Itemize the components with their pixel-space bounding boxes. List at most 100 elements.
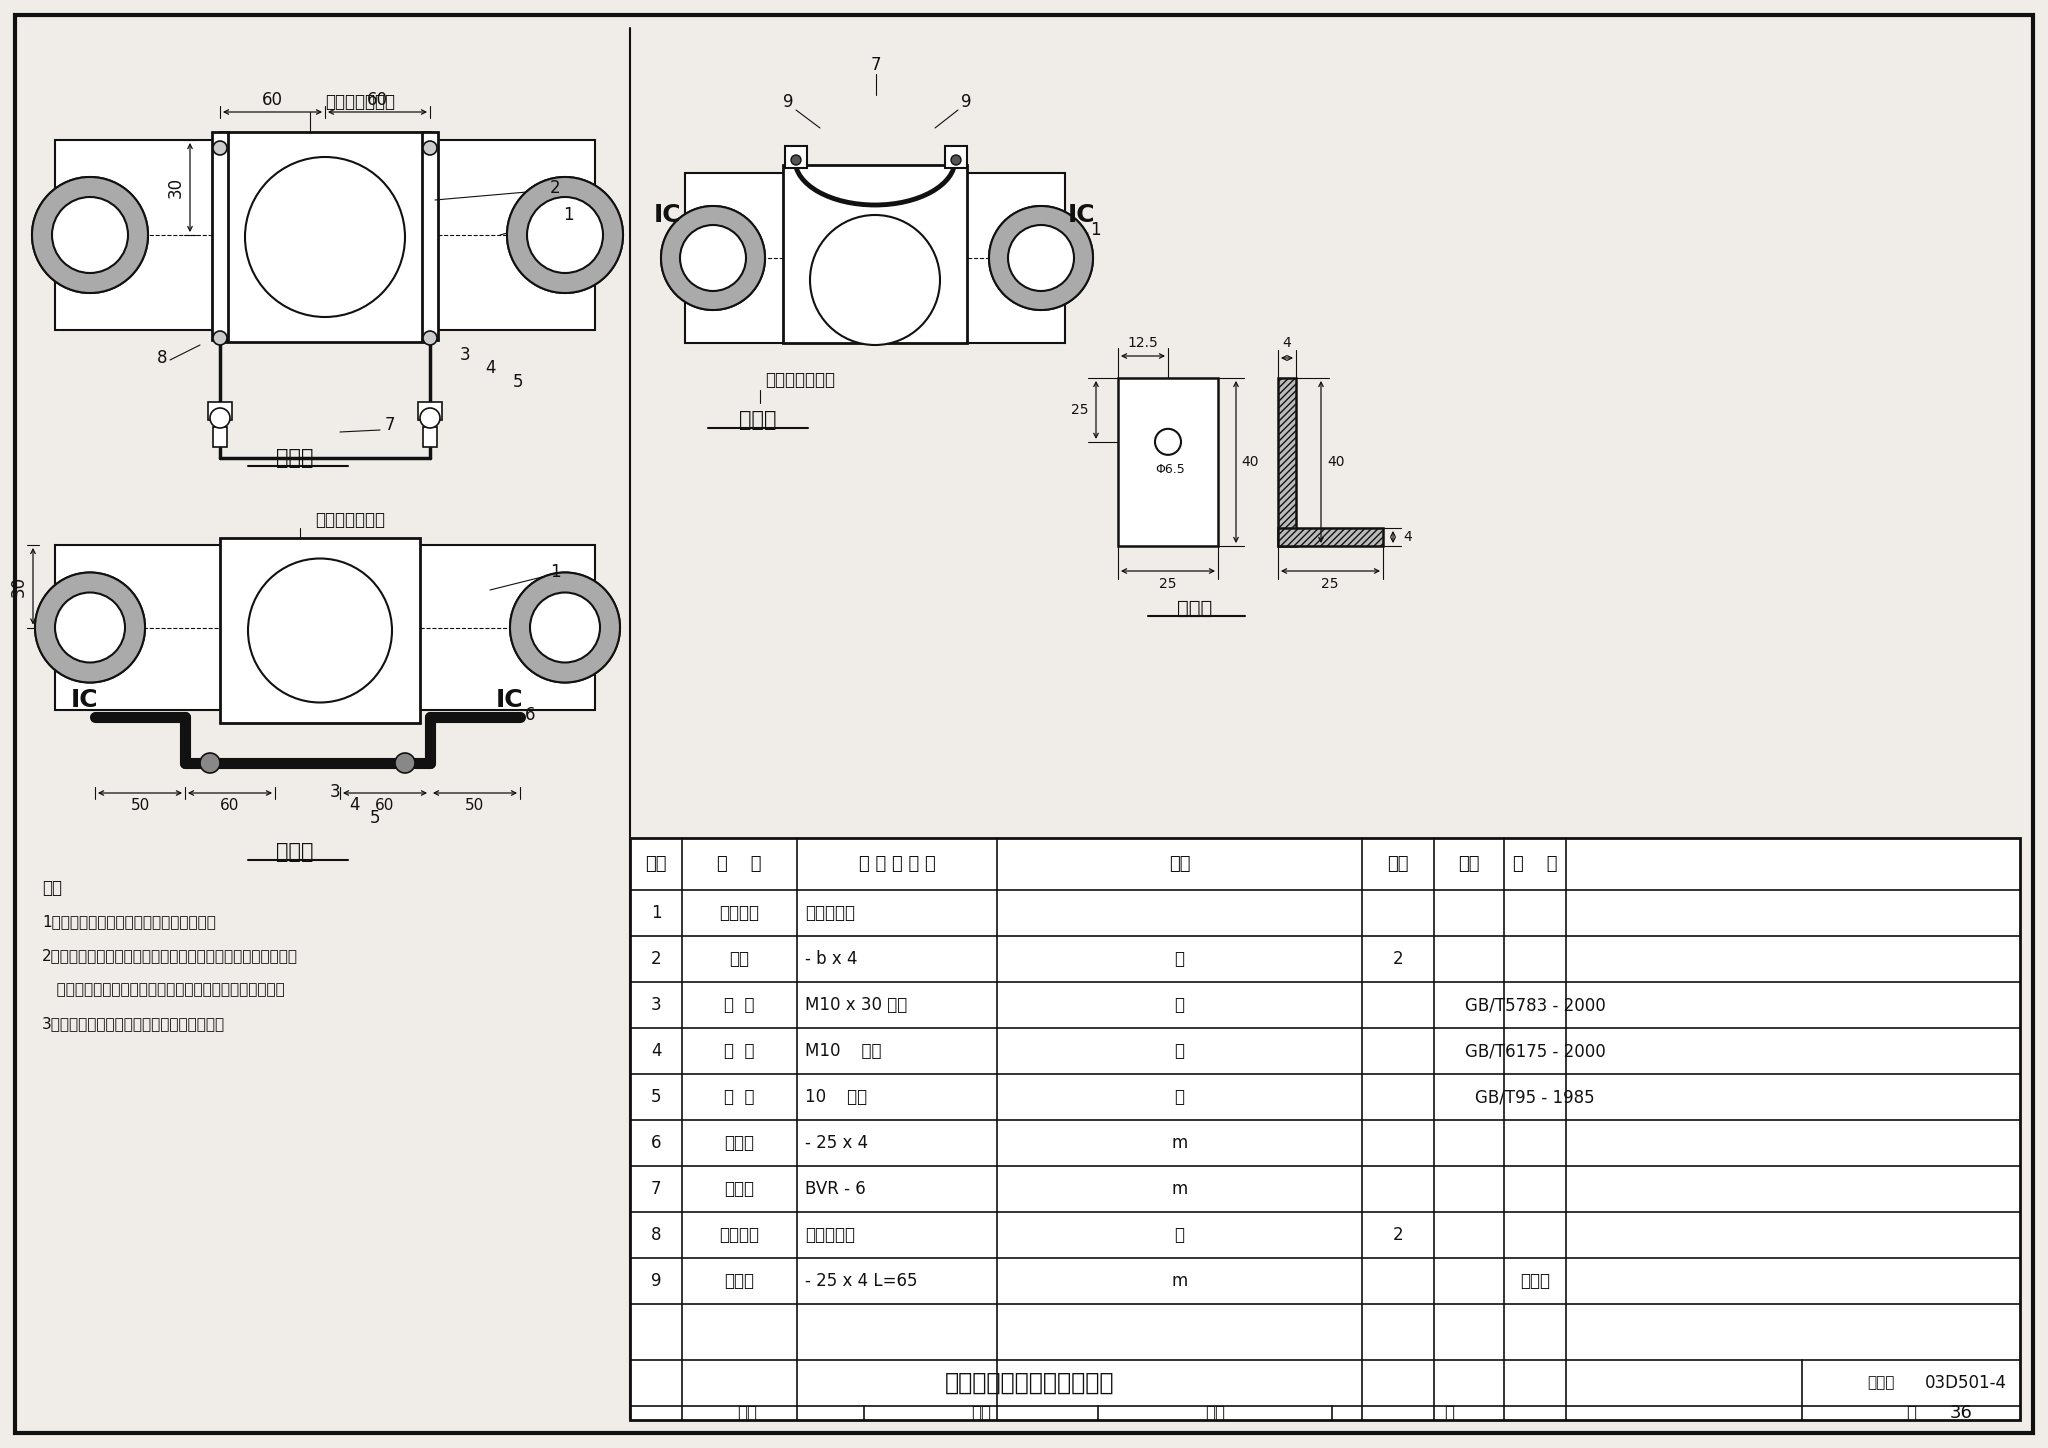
Bar	[784, 146, 807, 168]
Text: 金属管道: 金属管道	[719, 904, 760, 922]
Text: 7: 7	[385, 416, 395, 434]
Text: IC: IC	[653, 203, 682, 227]
Circle shape	[680, 224, 745, 291]
Text: 跨接线: 跨接线	[725, 1180, 754, 1197]
Text: 3: 3	[651, 996, 662, 1014]
Text: 计量表计或阀门: 计量表计或阀门	[766, 371, 836, 390]
Text: 2: 2	[651, 950, 662, 969]
Wedge shape	[508, 177, 623, 292]
Text: 设计: 设计	[1204, 1405, 1225, 1422]
Text: 垫  圈: 垫 圈	[725, 1087, 756, 1106]
Text: 10    镀锌: 10 镀锌	[805, 1087, 866, 1106]
Text: 跨接线: 跨接线	[725, 1134, 754, 1153]
Text: 25: 25	[1071, 403, 1090, 417]
Text: 25: 25	[1159, 576, 1178, 591]
Circle shape	[246, 156, 406, 317]
Text: 1．本图为供水系统金属管道接地的安装。: 1．本图为供水系统金属管道接地的安装。	[43, 915, 215, 930]
Text: IC: IC	[496, 688, 524, 712]
Text: 见工程设计: 见工程设计	[805, 1226, 854, 1244]
Text: 接线鼻子: 接线鼻子	[719, 1226, 760, 1244]
Text: 4: 4	[651, 1043, 662, 1060]
Circle shape	[1008, 224, 1073, 291]
Circle shape	[1155, 429, 1182, 455]
Text: m: m	[1171, 1180, 1188, 1197]
Text: 8: 8	[158, 349, 168, 366]
Circle shape	[508, 177, 623, 292]
Text: 蜗  栓: 蜗 栓	[725, 996, 756, 1014]
Circle shape	[35, 572, 145, 682]
Text: 4: 4	[1282, 336, 1292, 350]
Text: 30: 30	[168, 177, 184, 198]
Text: - 25 x 4 L=65: - 25 x 4 L=65	[805, 1271, 918, 1290]
Text: 计量表计或阀门: 计量表计或阀门	[315, 511, 385, 529]
Wedge shape	[989, 206, 1094, 310]
Bar	[1118, 378, 1219, 546]
Bar	[209, 403, 231, 420]
Text: 校对: 校对	[971, 1405, 991, 1422]
Text: 名    称: 名 称	[717, 854, 762, 873]
Text: 50: 50	[465, 798, 485, 812]
Text: m: m	[1171, 1134, 1188, 1153]
Text: 9: 9	[961, 93, 971, 111]
Bar	[213, 132, 227, 340]
Text: 1: 1	[1090, 222, 1100, 239]
Circle shape	[510, 572, 621, 682]
Text: 蜗  母: 蜗 母	[725, 1043, 756, 1060]
Text: 36: 36	[1950, 1405, 1972, 1422]
Bar	[418, 403, 442, 420]
Bar	[213, 427, 227, 447]
Text: 8: 8	[651, 1226, 662, 1244]
Text: 3．金属管道与连接件焊接后需做防锈处理。: 3．金属管道与连接件焊接后需做防锈处理。	[43, 1016, 225, 1031]
Text: 2．包筜与管道接触处的接触表面须刷拭干净，安装完毕后刷防: 2．包筜与管道接触处的接触表面须刷拭干净，安装完毕后刷防	[43, 948, 299, 963]
Text: 做法二: 做法二	[276, 841, 313, 862]
Bar	[684, 172, 1065, 343]
Text: 25: 25	[1321, 576, 1339, 591]
Text: 12.5: 12.5	[1128, 336, 1159, 350]
Text: 单位: 单位	[1169, 854, 1190, 873]
Text: 5: 5	[512, 374, 522, 391]
Text: 图集号: 图集号	[1868, 1376, 1894, 1390]
Bar	[1278, 529, 1382, 546]
Text: 连接件: 连接件	[1178, 598, 1212, 617]
Text: 60: 60	[221, 798, 240, 812]
Bar	[55, 544, 596, 710]
Text: - b x 4: - b x 4	[805, 950, 858, 969]
Text: 7: 7	[651, 1180, 662, 1197]
Wedge shape	[510, 572, 621, 682]
Text: 9: 9	[651, 1271, 662, 1290]
Circle shape	[420, 408, 440, 429]
Text: 60: 60	[367, 91, 387, 109]
Bar	[55, 140, 596, 330]
Text: 60: 60	[375, 798, 395, 812]
Bar	[422, 132, 438, 340]
Text: 注：: 注：	[43, 879, 61, 896]
Text: 个: 个	[1174, 1087, 1184, 1106]
Bar	[1278, 378, 1296, 546]
Text: 1: 1	[549, 563, 561, 581]
Text: 30: 30	[10, 576, 29, 597]
Text: 6: 6	[524, 707, 535, 724]
Circle shape	[201, 753, 219, 773]
Bar	[219, 539, 420, 723]
Bar	[424, 427, 436, 447]
Circle shape	[424, 332, 436, 345]
Text: 供水系统金属管道接地安装: 供水系统金属管道接地安装	[946, 1371, 1114, 1394]
Text: 5: 5	[651, 1087, 662, 1106]
Text: BVR - 6: BVR - 6	[805, 1180, 866, 1197]
Text: 个: 个	[1174, 950, 1184, 969]
Text: GB/T5783 - 2000: GB/T5783 - 2000	[1464, 996, 1606, 1014]
Text: 连接片: 连接片	[725, 1271, 754, 1290]
Circle shape	[530, 592, 600, 663]
Text: m: m	[1171, 1271, 1188, 1290]
Circle shape	[989, 206, 1094, 310]
Circle shape	[248, 559, 391, 702]
Text: 见工程设计: 见工程设计	[805, 904, 854, 922]
Text: 页: 页	[1907, 1405, 1917, 1422]
Text: 见本页: 见本页	[1520, 1271, 1550, 1290]
Bar	[782, 165, 967, 343]
Bar	[219, 132, 430, 342]
Circle shape	[33, 177, 147, 292]
Text: 包筜: 包筜	[729, 950, 750, 969]
Circle shape	[424, 140, 436, 155]
Text: 2: 2	[549, 180, 561, 197]
